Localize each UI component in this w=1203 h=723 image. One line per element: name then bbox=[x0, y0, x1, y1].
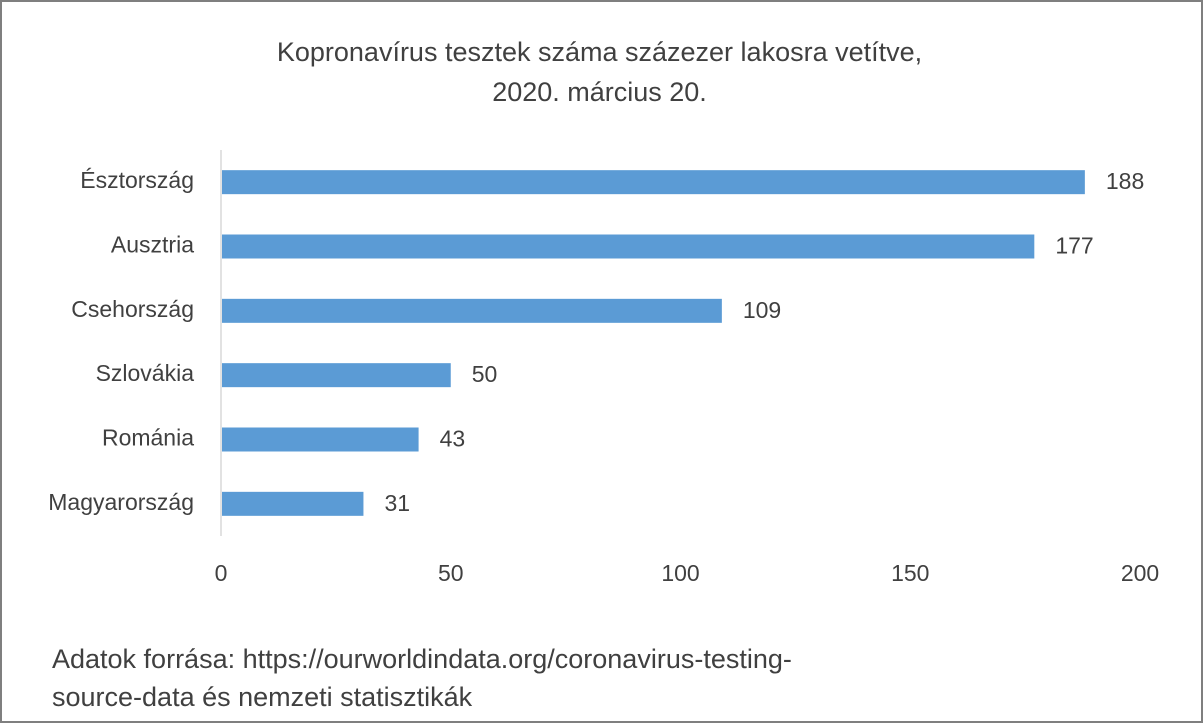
source-line-1: Adatok forrása: https://ourworldindata.o… bbox=[52, 644, 792, 674]
source-note: Adatok forrása: https://ourworldindata.o… bbox=[52, 640, 792, 716]
bar bbox=[222, 298, 722, 323]
x-tick-label: 100 bbox=[661, 560, 699, 586]
data-label: 109 bbox=[743, 297, 781, 323]
bar bbox=[222, 234, 1035, 259]
x-tick-label: 50 bbox=[438, 560, 464, 586]
bar bbox=[222, 427, 419, 452]
category-label: Csehország bbox=[71, 296, 194, 322]
bar bbox=[222, 170, 1085, 195]
category-label: Magyarország bbox=[48, 489, 194, 515]
data-label: 188 bbox=[1106, 168, 1144, 194]
chart-title: Kopronavírus tesztek száma százezer lako… bbox=[0, 32, 1199, 112]
data-label: 50 bbox=[472, 361, 498, 387]
bar bbox=[222, 363, 451, 388]
chart-title-line-2: 2020. március 20. bbox=[492, 77, 707, 107]
category-label: Szlovákia bbox=[96, 360, 195, 386]
data-label: 43 bbox=[440, 426, 466, 452]
x-tick-label: 150 bbox=[891, 560, 929, 586]
bar bbox=[222, 491, 364, 516]
category-label: Ausztria bbox=[111, 232, 194, 258]
source-line-2: source-data és nemzeti statisztikák bbox=[52, 682, 473, 712]
chart-title-line-1: Kopronavírus tesztek száma százezer lako… bbox=[276, 37, 923, 67]
x-tick-label: 0 bbox=[215, 560, 228, 586]
category-label: Románia bbox=[102, 425, 194, 451]
data-label: 31 bbox=[384, 490, 410, 516]
data-label: 177 bbox=[1055, 233, 1093, 259]
x-tick-label: 200 bbox=[1121, 560, 1159, 586]
category-label: Észtország bbox=[80, 167, 194, 193]
